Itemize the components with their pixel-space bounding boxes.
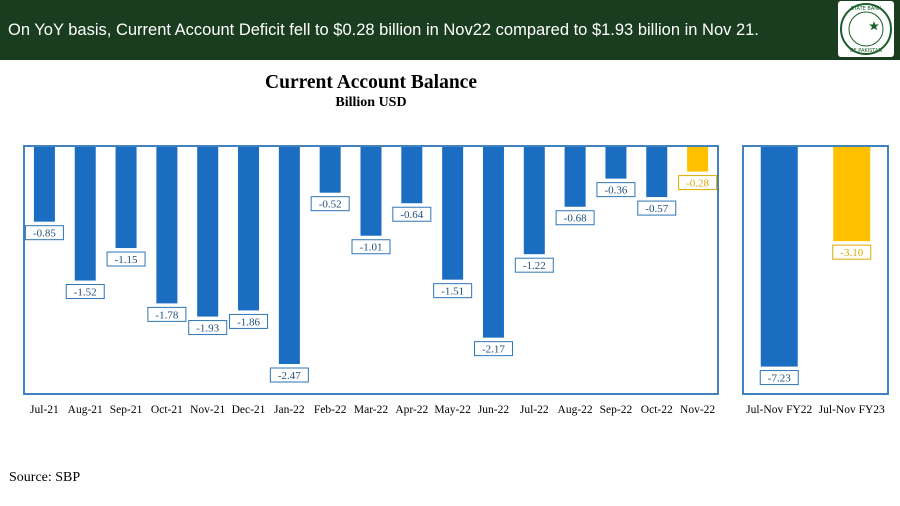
data-label-box-apr-22 bbox=[392, 206, 432, 222]
data-label-jul-22: -1.22 bbox=[523, 260, 546, 272]
tick-label-jun-22: Jun-22 bbox=[478, 404, 510, 416]
tick-label-feb-22: Feb-22 bbox=[314, 404, 347, 416]
tick-label-may-22: May-22 bbox=[434, 404, 471, 416]
data-label-box-feb-22 bbox=[310, 196, 350, 212]
tick-label-dec-21: Dec-21 bbox=[232, 404, 266, 416]
data-label-box-jun-22 bbox=[473, 341, 513, 357]
bar-sep-22 bbox=[605, 147, 627, 179]
data-label-box-jul-nov-fy22 bbox=[759, 370, 799, 386]
bar-oct-22 bbox=[646, 147, 668, 198]
bar-jul-nov-fy22 bbox=[760, 147, 798, 367]
bar-jul-nov-fy23 bbox=[833, 147, 871, 242]
data-label-box-nov-21 bbox=[188, 320, 228, 336]
data-label-box-aug-22 bbox=[555, 210, 595, 226]
data-label-box-sep-22 bbox=[596, 182, 636, 198]
headline-banner: On YoY basis, Current Account Deficit fe… bbox=[0, 0, 900, 60]
bar-jul-21 bbox=[33, 147, 55, 222]
svg-text:OF PAKISTAN: OF PAKISTAN bbox=[850, 48, 883, 54]
data-label-box-jul-nov-fy23 bbox=[832, 244, 872, 260]
data-label-feb-22: -0.52 bbox=[319, 199, 342, 211]
chart-area: Current Account Balance Billion USD -0.8… bbox=[23, 72, 889, 416]
bar-nov-21 bbox=[197, 147, 219, 317]
data-label-jul-21: -0.85 bbox=[33, 228, 56, 240]
data-label-box-sep-21 bbox=[106, 251, 146, 267]
cumulative-bars: -7.23 Jul-Nov FY22 -3.10 Jul-Nov FY23 bbox=[746, 147, 885, 416]
data-label-box-jan-22 bbox=[269, 367, 309, 383]
tick-label-sep-21: Sep-21 bbox=[110, 404, 143, 416]
sbp-logo: STATE BANK OF PAKISTAN bbox=[838, 1, 894, 57]
chart-subtitle: Billion USD bbox=[335, 95, 406, 110]
tick-label-jul-nov-fy23: Jul-Nov FY23 bbox=[819, 404, 885, 416]
bar-dec-21 bbox=[238, 147, 260, 311]
data-label-may-22: -1.51 bbox=[441, 286, 464, 298]
tick-label-jul-22: Jul-22 bbox=[520, 404, 549, 416]
data-label-box-jul-22 bbox=[514, 257, 554, 273]
bar-aug-22 bbox=[564, 147, 586, 207]
data-label-box-oct-22 bbox=[637, 200, 677, 216]
tick-label-nov-22: Nov-22 bbox=[680, 404, 715, 416]
data-label-jun-22: -2.17 bbox=[482, 344, 505, 356]
data-label-box-jul-21 bbox=[24, 225, 64, 241]
tick-label-jul-21: Jul-21 bbox=[30, 404, 59, 416]
data-label-aug-21: -1.52 bbox=[74, 287, 97, 299]
tick-label-sep-22: Sep-22 bbox=[600, 404, 633, 416]
bar-mar-22 bbox=[360, 147, 382, 236]
data-label-dec-21: -1.86 bbox=[237, 316, 260, 328]
bar-may-22 bbox=[442, 147, 464, 280]
chart-title: Current Account Balance bbox=[265, 72, 477, 93]
bar-nov-22 bbox=[687, 147, 709, 172]
tick-label-oct-22: Oct-22 bbox=[641, 404, 673, 416]
data-label-jul-nov-fy23: -3.10 bbox=[840, 247, 863, 259]
source-note: Source: SBP bbox=[9, 470, 81, 485]
headline-text: On YoY basis, Current Account Deficit fe… bbox=[8, 20, 759, 39]
bar-jul-22 bbox=[523, 147, 545, 255]
bar-apr-22 bbox=[401, 147, 423, 204]
data-label-box-mar-22 bbox=[351, 239, 391, 255]
data-label-mar-22: -1.01 bbox=[360, 242, 383, 254]
data-label-sep-21: -1.15 bbox=[115, 254, 138, 266]
data-label-box-aug-21 bbox=[65, 284, 105, 300]
tick-label-oct-21: Oct-21 bbox=[151, 404, 183, 416]
tick-label-aug-21: Aug-21 bbox=[68, 404, 103, 416]
data-label-oct-21: -1.78 bbox=[155, 309, 178, 321]
tick-label-nov-21: Nov-21 bbox=[190, 404, 225, 416]
data-label-box-nov-22 bbox=[678, 175, 718, 191]
data-label-box-may-22 bbox=[433, 283, 473, 299]
bar-sep-21 bbox=[115, 147, 137, 249]
data-label-box-oct-21 bbox=[147, 306, 187, 322]
data-label-sep-22: -0.36 bbox=[604, 185, 627, 197]
monthly-bars: -0.85 Jul-21 -1.52 Aug-21 -1.15 Sep-21 -1.78 Oc… bbox=[24, 147, 718, 416]
data-label-nov-21: -1.93 bbox=[196, 323, 219, 335]
data-label-apr-22: -0.64 bbox=[400, 209, 423, 221]
tick-label-aug-22: Aug-22 bbox=[558, 404, 593, 416]
sbp-seal-icon: STATE BANK OF PAKISTAN bbox=[840, 3, 892, 55]
bar-jun-22 bbox=[482, 147, 504, 338]
bar-jan-22 bbox=[278, 147, 300, 365]
data-label-nov-22: -0.28 bbox=[686, 178, 709, 190]
bar-feb-22 bbox=[319, 147, 341, 193]
tick-label-apr-22: Apr-22 bbox=[395, 404, 428, 416]
logo-lettering: STATE BANK bbox=[851, 6, 882, 12]
bar-oct-21 bbox=[156, 147, 178, 304]
data-label-box-dec-21 bbox=[229, 313, 269, 329]
data-label-oct-22: -0.57 bbox=[645, 203, 668, 215]
data-label-aug-22: -0.68 bbox=[564, 213, 587, 225]
bar-aug-21 bbox=[74, 147, 96, 281]
data-label-jul-nov-fy22: -7.23 bbox=[768, 373, 791, 385]
tick-label-jul-nov-fy22: Jul-Nov FY22 bbox=[746, 404, 812, 416]
data-label-jan-22: -2.47 bbox=[278, 370, 301, 382]
tick-label-mar-22: Mar-22 bbox=[354, 404, 389, 416]
tick-label-jan-22: Jan-22 bbox=[274, 404, 305, 416]
